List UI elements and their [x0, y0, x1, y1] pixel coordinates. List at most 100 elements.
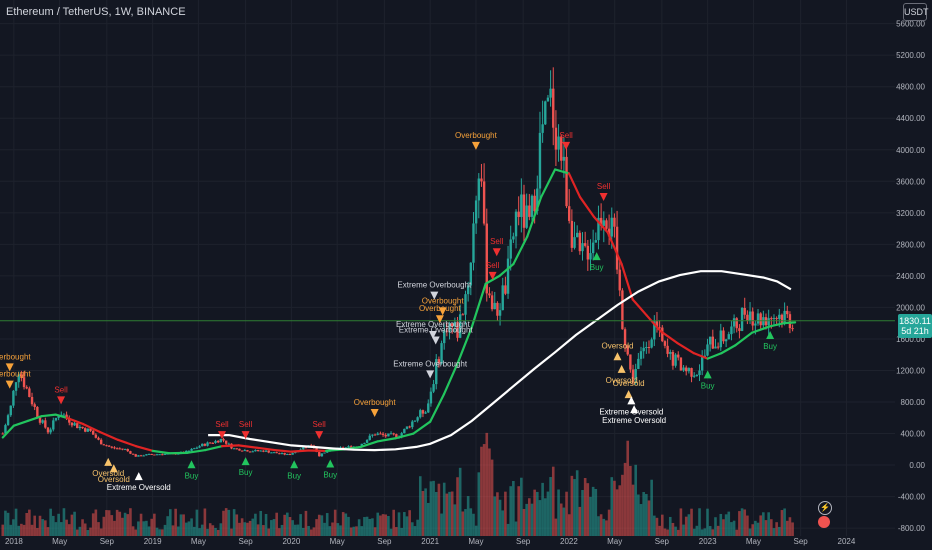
signals: OverboughtOverboughtSellOversoldOversold…: [0, 131, 777, 492]
x-tick-label: 2024: [838, 537, 856, 546]
candle-body: [153, 454, 156, 456]
x-tick-label: 2023: [699, 537, 717, 546]
volume-bar: [777, 526, 781, 536]
volume-bar: [299, 514, 302, 536]
candle-body: [392, 433, 395, 435]
volume-bar: [411, 522, 414, 536]
volume-bar: [413, 526, 417, 536]
volume-bar: [38, 515, 42, 536]
candle-body: [97, 437, 100, 440]
extreme-overbought-marker: [431, 336, 440, 345]
volume-bar: [352, 526, 356, 536]
candle-body: [448, 323, 451, 332]
volume-bar: [488, 448, 491, 536]
volume-bar: [549, 477, 552, 536]
candle-body: [118, 448, 121, 450]
overbought-marker: [5, 363, 14, 372]
y-tick-label: 1200.00: [896, 366, 925, 375]
candle-body: [637, 358, 640, 370]
volume-bar: [54, 522, 58, 536]
overbought-marker: [435, 315, 444, 324]
candle-body: [344, 447, 348, 449]
candle-body: [711, 336, 715, 349]
x-tick-label: May: [330, 537, 345, 546]
candle-body: [256, 449, 260, 451]
oversold-marker: [104, 457, 113, 466]
volume-bar: [735, 529, 739, 536]
candle-body: [754, 323, 757, 326]
y-tick-label: 3200.00: [896, 209, 925, 218]
candle-body: [631, 369, 635, 380]
candle-body: [453, 321, 457, 327]
volume-bar: [294, 524, 297, 536]
volume-bar: [275, 512, 278, 536]
volume-bar: [99, 528, 103, 536]
candle-body: [376, 433, 379, 435]
volume-bar: [496, 492, 499, 536]
candle-body: [724, 339, 728, 342]
alert-icon[interactable]: [818, 516, 830, 528]
y-tick-label: 0.00: [909, 461, 925, 470]
candle-body: [121, 448, 124, 450]
buy-marker: [766, 331, 775, 339]
candle-body: [216, 440, 220, 443]
volume-bar: [123, 512, 127, 536]
currency-button[interactable]: USDT: [903, 3, 929, 21]
candle-body: [658, 327, 661, 329]
candle-body: [552, 88, 555, 128]
buy-label: Buy: [590, 263, 604, 272]
volume-bar: [759, 515, 762, 536]
candle-body: [512, 236, 515, 240]
candle-body: [514, 211, 518, 237]
flash-icon[interactable]: ⚡: [818, 501, 832, 515]
volume-bar: [222, 510, 225, 536]
candle-body: [456, 321, 459, 338]
candle-body: [698, 370, 701, 375]
volume-bar: [711, 529, 715, 536]
volume-bar: [315, 519, 318, 536]
candle-body: [621, 290, 624, 330]
volume-bar: [312, 527, 316, 536]
candle-body: [770, 318, 773, 320]
candle-body: [634, 369, 637, 380]
volume-bar: [791, 522, 794, 536]
candle-body: [581, 243, 584, 252]
buy-label: Buy: [287, 471, 301, 480]
extreme-oversold-marker: [627, 396, 636, 405]
candle-body: [264, 450, 268, 452]
y-tick-label: 2800.00: [896, 240, 925, 249]
volume-bar: [732, 520, 736, 536]
volume-bar: [605, 520, 608, 536]
volume-bar: [179, 514, 183, 536]
buy-label: Buy: [701, 381, 715, 390]
volume-bar: [347, 516, 350, 536]
candle-body: [719, 330, 722, 348]
candle-body: [501, 285, 504, 311]
candle-body: [224, 440, 228, 444]
buy-label: Buy: [323, 470, 337, 479]
volume-bar: [102, 516, 106, 536]
volume-bar: [631, 484, 635, 536]
volume-bar: [232, 509, 236, 536]
candle-body: [76, 423, 79, 429]
candle-body: [94, 434, 98, 438]
volume-bar: [690, 508, 693, 536]
volume-bar: [75, 529, 79, 536]
candle-body: [304, 447, 308, 449]
candle-body: [746, 314, 749, 321]
volume-bar: [259, 510, 263, 536]
short-moving-average-segment: [567, 172, 582, 199]
volume-bar: [309, 529, 313, 536]
volume-bar: [772, 528, 776, 536]
candle-body: [517, 211, 520, 217]
buy-marker: [592, 252, 601, 261]
volume-bar: [121, 517, 124, 536]
short-moving-average-segment: [750, 325, 772, 334]
volume-bar: [270, 520, 273, 536]
candle-body: [429, 391, 433, 404]
candle-body: [91, 430, 95, 435]
volume-bar: [504, 491, 507, 536]
short-moving-average-segment: [540, 168, 557, 199]
candle-body: [443, 330, 446, 344]
